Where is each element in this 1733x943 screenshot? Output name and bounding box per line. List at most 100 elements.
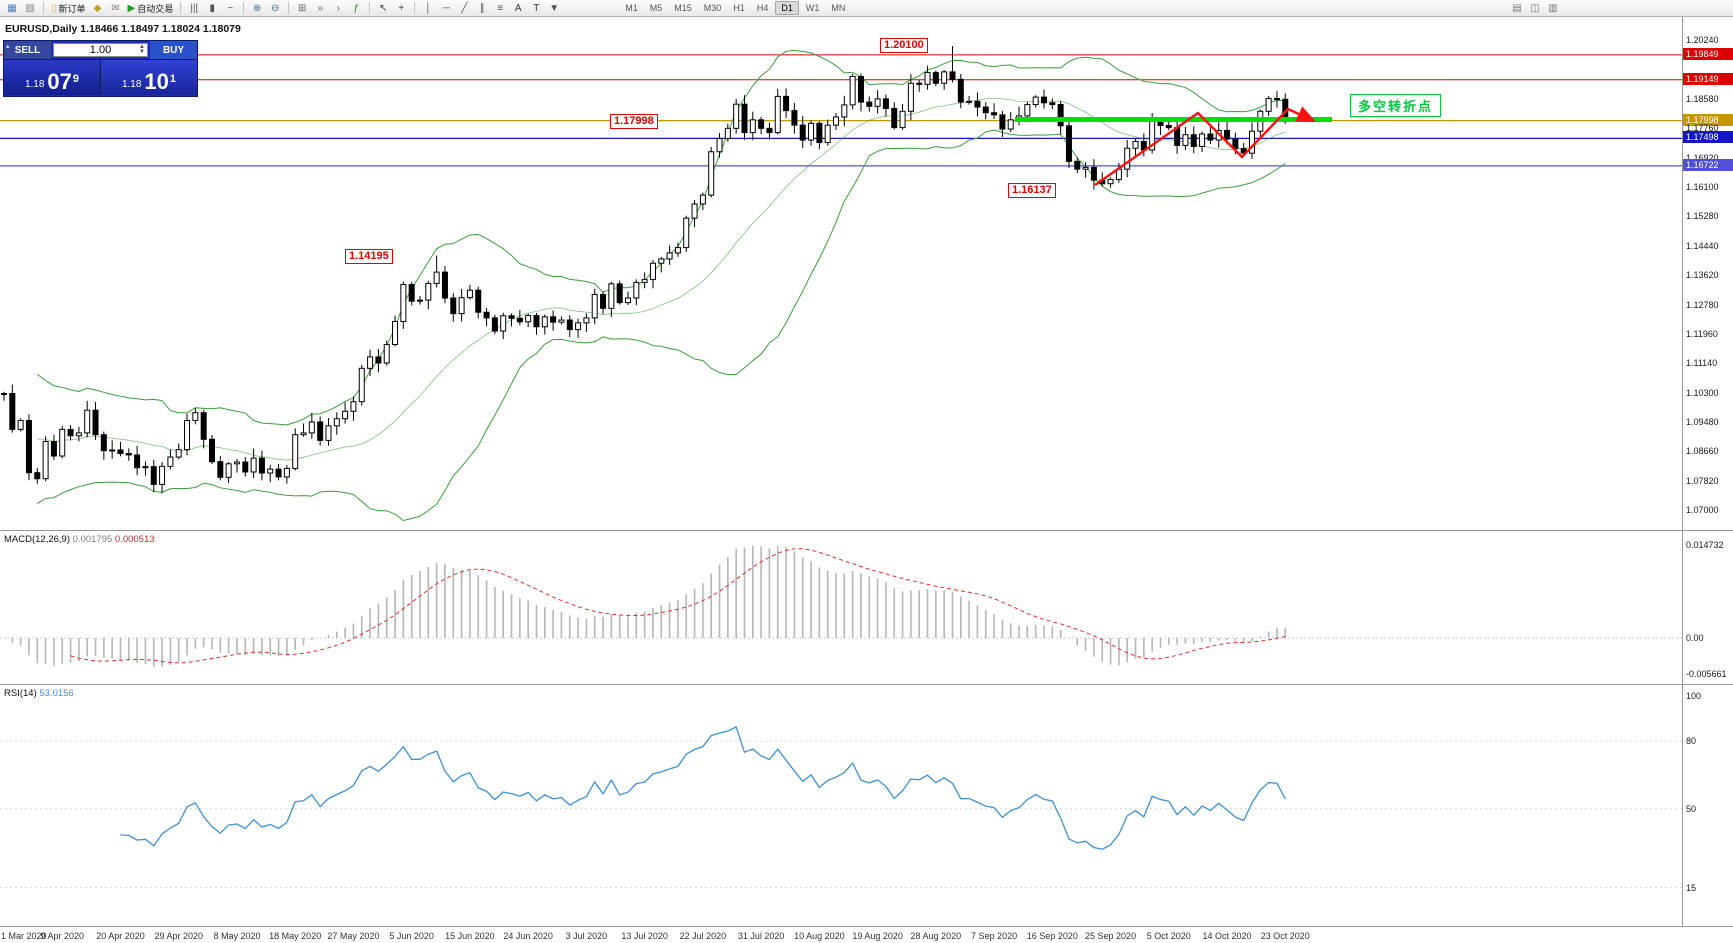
navigator-icon: ◫ [1530,2,1540,14]
timeframe-m5-button[interactable]: M5 [649,3,663,13]
time-axis-label: 25 Sep 2020 [1085,931,1137,941]
time-axis-label: 31 Jul 2020 [737,931,785,941]
time-axis-label: 14 Oct 2020 [1202,931,1252,941]
zoom-out-button[interactable]: ⊖ [267,1,283,16]
rsi-axis[interactable]: 100 80 50 15 [1682,685,1733,926]
trendline-button[interactable]: ╱ [456,1,472,16]
lot-spinner[interactable]: ▲ ▼ [139,44,145,55]
toolbar: ▦ ▧ ▯ 新订单 ◆ ✉ ▶ 自动交易 ||| ▮ ~ ⊕ ⊖ ⊞» › ƒ ↖ + │ ─ ╱ ∥ ≡ A T ▼ M1 M5 M… [0,0,1733,17]
time-axis-label: 10 Aug 2020 [794,931,845,941]
terminal-icon: ▥ [1548,2,1558,14]
turning-point-annotation[interactable]: 多空转折点 [1350,94,1442,117]
spin-down-icon[interactable]: ▼ [139,49,145,55]
text-label-button[interactable]: T [528,1,544,16]
text-icon: A [514,2,522,14]
equidistant-channel-icon: ∥ [479,2,485,14]
metaeditor-button[interactable]: ◆ [90,1,106,16]
rsi-axis-label: 100 [1686,691,1702,702]
timeframe-mn-button[interactable]: MN [831,3,846,13]
bar-chart-mode-button[interactable]: ||| [186,1,202,16]
timeframe-d1-button[interactable]: D1 [775,1,799,15]
sell-price-prefix: 1.18 [24,79,45,90]
new-chart-button[interactable]: ▦ [4,1,20,16]
timeframe-h4-button[interactable]: H4 [756,3,769,13]
price-label-flag[interactable]: 1.14195 [345,249,393,264]
zoom-out-icon: ⊖ [271,2,280,14]
timeframe-m30-button[interactable]: M30 [703,3,722,13]
tile-windows-button[interactable]: ⊞ [294,1,310,16]
profiles-button[interactable]: ▧ [22,1,38,16]
rsi-label: RSI(14) 53.0156 [4,688,74,699]
equidistant-channel-button[interactable]: ∥ [474,1,490,16]
price-axis-tag: 1.16722 [1683,158,1733,171]
auto-scroll-button[interactable]: » [312,1,328,16]
horizontal-line-button[interactable]: ─ [438,1,454,16]
zoom-in-button[interactable]: ⊕ [249,1,265,16]
macd-canvas[interactable] [0,531,1682,684]
macd-axis-label: -0.005661 [1686,668,1727,679]
terminal-button[interactable]: ▥ [1545,1,1561,16]
arrows-button[interactable]: ▼ [546,1,562,16]
fibonacci-button[interactable]: ≡ [492,1,508,16]
navigator-button[interactable]: ◫ [1527,1,1543,16]
chart-ohlc-readout: EURUSD,Daily 1.18466 1.18497 1.18024 1.1… [5,23,241,35]
price-label-flag[interactable]: 1.20100 [880,38,928,53]
spin-up-icon[interactable]: ▲ [139,44,145,50]
cursor-button[interactable]: ↖ [375,1,391,16]
buy-price-big: 10 [144,69,169,94]
macd-value: 0.001795 [72,534,113,545]
sell-price-button[interactable]: 1.18 07 9 [4,60,101,95]
macd-label: MACD(12,26,9) 0.001795 0.000513 [4,534,155,545]
text-label-icon: T [533,2,540,14]
crosshair-button[interactable]: + [393,1,409,16]
buy-button[interactable]: BUY [150,41,197,59]
text-button[interactable]: A [510,1,526,16]
data-window-icon: ▤ [1512,2,1522,14]
vertical-line-button[interactable]: │ [420,1,436,16]
new-chart-icon: ▦ [7,2,17,14]
toolbar-separator [414,2,416,14]
indicators-button[interactable]: ƒ [348,1,364,16]
new-order-button[interactable]: ▯ 新订单 [49,1,88,16]
price-axis-label: 1.07000 [1686,505,1719,516]
timeframe-h1-button[interactable]: H1 [733,3,745,13]
price-axis-label: 1.18580 [1686,93,1719,104]
buy-price-prefix: 1.18 [121,79,142,90]
price-label-flag[interactable]: 1.17998 [610,114,658,129]
chart-shift-button[interactable]: › [330,1,346,16]
sell-price-big: 07 [47,69,72,94]
one-click-collapse-icon[interactable]: ▴ [6,43,10,50]
rsi-canvas[interactable] [0,685,1682,926]
rsi-axis-label: 50 [1686,803,1697,814]
time-axis[interactable]: 1 Mar 2020 9 Apr 2020 20 Apr 2020 29 Apr 20… [0,926,1733,943]
bar-chart-mode-icon: ||| [190,2,199,14]
buy-price-button[interactable]: 1.18 10 1 [101,60,197,95]
timeframe-toolbar: M1 M5 M15 M30 H1 H4 D1 W1 MN [619,0,851,16]
price-label-flag[interactable]: 1.16137 [1008,183,1056,198]
timeframe-w1-button[interactable]: W1 [805,3,820,13]
new-order-label: 新订单 [58,3,86,14]
auto-scroll-icon: » [317,2,324,14]
time-axis-label: 15 Jun 2020 [445,931,495,941]
price-axis-label: 1.16100 [1686,181,1719,192]
mailbox-button[interactable]: ✉ [108,1,124,16]
lot-size-value: 1.00 [89,44,112,56]
candlestick-mode-button[interactable]: ▮ [204,1,220,16]
toolbar-separator [369,2,371,14]
timeframe-m1-button[interactable]: M1 [625,3,638,13]
autotrading-button[interactable]: ▶ 自动交易 [126,1,176,16]
macd-axis[interactable]: 0.014732 0.00 -0.005661 [1682,531,1733,684]
data-window-button[interactable]: ▤ [1509,1,1525,16]
line-chart-mode-button[interactable]: ~ [222,1,238,16]
rsi-axis-label: 80 [1686,736,1697,747]
fibonacci-icon: ≡ [497,2,504,14]
time-axis-label: 5 Jun 2020 [389,931,434,941]
price-axis-label: 1.20240 [1686,35,1719,45]
lot-size-field[interactable]: 1.00 ▲ ▼ [53,43,148,57]
price-chart-canvas[interactable] [0,17,1733,530]
price-axis[interactable]: 1.20240 1.19849 1.19149 1.18580 1.17998 1.177… [1682,17,1733,530]
autotrading-label: 自动交易 [137,3,174,14]
tile-windows-icon: ⊞ [298,2,307,14]
sell-button[interactable]: SELL [4,41,51,59]
timeframe-m15-button[interactable]: M15 [674,3,692,13]
